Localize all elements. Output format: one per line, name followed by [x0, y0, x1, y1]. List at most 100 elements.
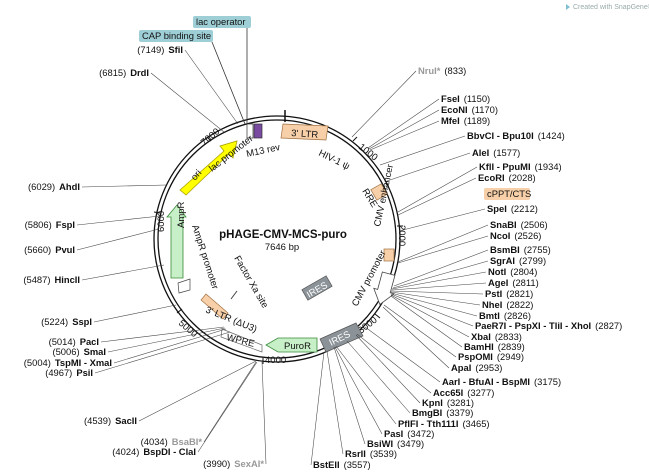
site-label: BspDI - ClaI (4024): [112, 446, 196, 457]
feature-lac-promoter: [246, 123, 254, 139]
box-label: lac operator: [196, 16, 246, 27]
site-name: SgrAI: [490, 255, 515, 266]
site-position: (5806): [25, 219, 52, 230]
feature-label: 3' LTR: [291, 128, 319, 141]
site-position: (5224): [41, 316, 68, 327]
site-label: HincII (5487): [23, 274, 80, 285]
leader-lines: [76, 49, 489, 466]
leader-line: [335, 345, 397, 425]
site-label: BmtI (2826): [479, 310, 531, 321]
leader-line: [100, 326, 225, 343]
leader-line: [397, 177, 477, 216]
site-position: (4539): [84, 415, 111, 426]
site-name: PaeR7I - PspXI - TliI - XhoI: [475, 320, 591, 331]
tick-label: 5000: [176, 318, 199, 340]
site-label: Acc65I (3277): [433, 387, 494, 398]
leader-line: [397, 224, 489, 263]
leader-line: [107, 327, 226, 353]
site-name: PacI: [80, 336, 99, 347]
site-name: FseI: [441, 93, 460, 104]
site-position: (2755): [524, 244, 551, 255]
feature-cmv-enhancer: [383, 248, 395, 262]
leader-line: [346, 340, 411, 414]
leader-line: [368, 109, 440, 150]
leader-line: [397, 235, 489, 264]
tick-label: 2000: [396, 225, 407, 246]
site-name: BbvCI - Bpu10I: [467, 130, 534, 141]
leader-line: [383, 304, 457, 358]
leader-line: [184, 49, 239, 125]
site-name: RsrII: [345, 448, 366, 459]
leader-line: [197, 361, 258, 453]
site-name: SpeI: [487, 203, 507, 214]
site-label: BsmBI (2755): [490, 244, 551, 255]
site-label: RsrII (3539): [345, 448, 397, 459]
leader-line: [351, 70, 417, 138]
feature-label: AmpR promoter: [189, 224, 220, 291]
site-position: (1424): [538, 130, 565, 141]
site-label: BmgBI (3379): [412, 407, 473, 418]
leader-line: [390, 292, 478, 317]
site-name: HincII: [54, 274, 80, 285]
site-label: PstI (2821): [485, 288, 533, 299]
site-name: AhdI: [59, 181, 80, 192]
site-name: EcoNI: [441, 104, 468, 115]
site-label: PsiI (4967): [45, 367, 93, 378]
site-label: SnaBI (2506): [490, 219, 548, 230]
left-site-labels: SfiI (7149) DrdI (6815) AhdI (6029) FspI (5806)…: [23, 44, 264, 469]
site-position: (3465): [462, 418, 489, 429]
leader-line: [390, 293, 474, 327]
site-position: (4024): [112, 446, 139, 457]
box-label: cPPT/CTS: [487, 188, 531, 199]
feature-label: PuroR: [284, 341, 311, 352]
site-position: (2821): [506, 288, 533, 299]
site-label: PspOMI (2949): [458, 351, 524, 362]
site-label: NotI (2804): [488, 266, 537, 277]
site-name: SnaBI: [490, 219, 517, 230]
leader-line: [364, 326, 441, 383]
leader-line: [397, 166, 478, 213]
feature-ampr-promoter: [177, 278, 191, 294]
leader-line: [203, 361, 257, 443]
tick-marks: [153, 136, 403, 364]
site-position: (6029): [28, 181, 55, 192]
leader-line: [310, 351, 325, 466]
site-name: BspDI - ClaI: [143, 446, 196, 457]
site-name: BsaBI*: [172, 436, 203, 447]
site-label: BsaBI* (4034): [141, 436, 203, 447]
site-name: PasI: [384, 428, 403, 439]
site-position: (5014): [49, 336, 76, 347]
site-position: (1934): [535, 161, 562, 172]
feature-ires-inner: [301, 275, 333, 301]
site-position: (3277): [467, 387, 494, 398]
site-label: PvuI (5660): [24, 244, 75, 255]
site-label: AhdI (6029): [28, 181, 80, 192]
site-name: AgeI: [488, 277, 508, 288]
backbone-outer: [153, 115, 401, 363]
leader-line: [390, 290, 484, 295]
watermark: Created with SnapGene®: [566, 3, 649, 11]
site-position: (2953): [475, 362, 502, 373]
site-name: DrdI: [130, 67, 149, 78]
site-name: NheI: [482, 299, 502, 310]
leader-line: [391, 282, 487, 291]
site-position: (2839): [498, 341, 525, 352]
site-label: FspI (5806): [25, 219, 75, 230]
site-position: (7149): [137, 44, 164, 55]
leader-line: [326, 350, 344, 455]
feature-m13-rev: [253, 123, 263, 139]
backbone-inner: [157, 119, 397, 359]
site-name: BmtI: [479, 310, 500, 321]
box-label: CAP binding site: [142, 30, 211, 41]
feature-label: WPRE: [225, 332, 255, 350]
site-name: SexAI*: [234, 458, 264, 469]
feature-ampr: [166, 204, 187, 279]
site-position: (3472): [407, 428, 434, 439]
site-name: PstI: [485, 288, 502, 299]
site-name: FspI: [56, 219, 75, 230]
watermark-text: Created with SnapGene®: [573, 3, 649, 11]
tick-label: 6000: [156, 211, 167, 232]
site-label: TspMI - XmaI (5004): [24, 357, 112, 368]
leader-line: [390, 291, 481, 306]
